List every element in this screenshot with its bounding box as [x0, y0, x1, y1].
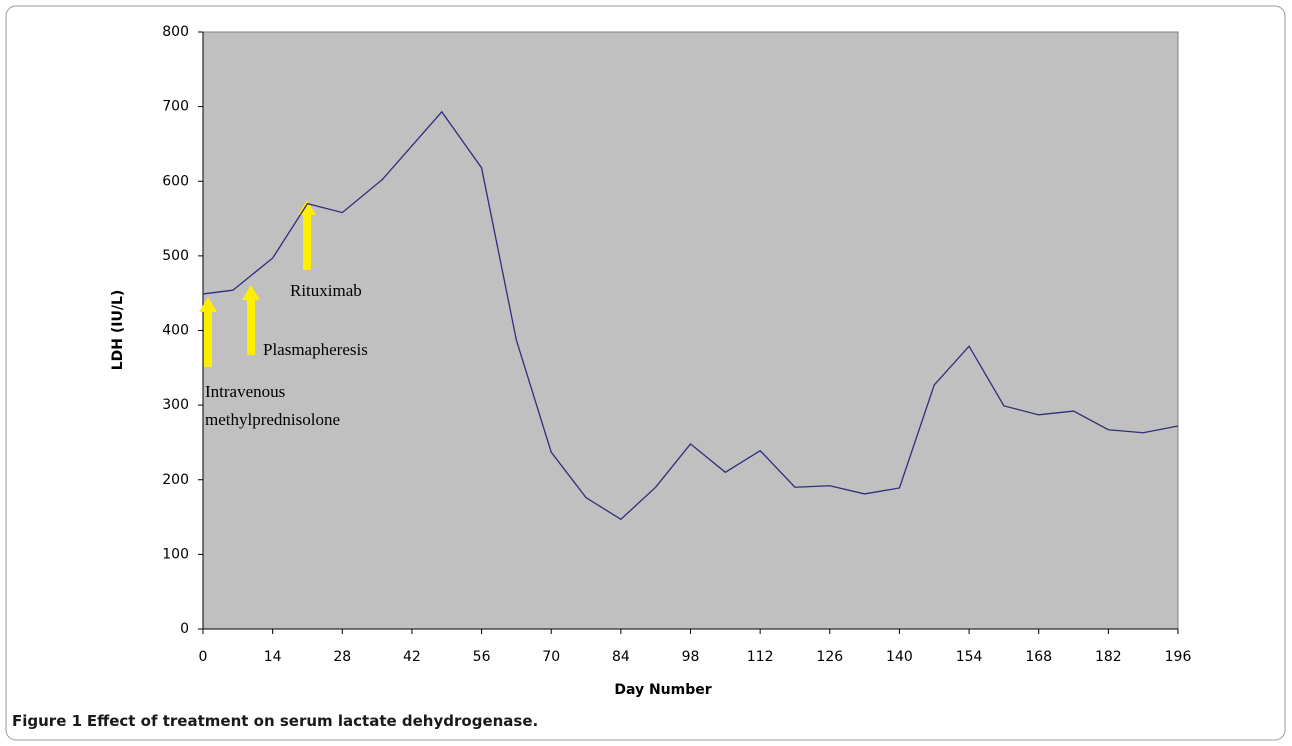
x-tick-label: 42 — [403, 649, 421, 665]
x-tick-label: 28 — [333, 649, 351, 665]
y-tick-label: 500 — [162, 248, 189, 264]
y-tick-label: 0 — [180, 621, 189, 637]
x-tick-label: 154 — [956, 649, 983, 665]
annotation: methylprednisolone — [205, 410, 340, 429]
x-tick-label: 126 — [816, 649, 843, 665]
plot-area — [202, 31, 1179, 630]
data-line — [202, 110, 1179, 521]
annotation: Rituximab — [290, 281, 362, 300]
x-tick-label: 98 — [682, 649, 700, 665]
x-tick-label: 14 — [264, 649, 282, 665]
y-axis-label: LDH (IU/L) — [110, 290, 126, 371]
caption-label: Figure 1 — [12, 712, 82, 730]
y-tick-label: 800 — [162, 24, 189, 40]
arrow — [242, 285, 260, 355]
x-tick-label: 196 — [1165, 649, 1192, 665]
y-tick-label: 200 — [162, 472, 189, 488]
caption-text: Effect of treatment on serum lactate deh… — [87, 712, 538, 730]
x-tick-label: 0 — [199, 649, 208, 665]
x-tick-label: 168 — [1025, 649, 1052, 665]
x-axis-label: Day Number — [614, 682, 711, 698]
arrow — [199, 297, 217, 367]
annotation: Intravenous — [205, 382, 285, 401]
arrows — [199, 200, 316, 367]
x-tick-label: 182 — [1095, 649, 1122, 665]
y-tick-label: 600 — [162, 173, 189, 189]
x-tick-label: 56 — [473, 649, 491, 665]
caption: Figure 1 Effect of treatment on serum la… — [12, 712, 538, 730]
y-tick-label: 400 — [162, 323, 189, 339]
annotation: Plasmapheresis — [263, 340, 368, 359]
x-tick-label: 84 — [612, 649, 630, 665]
x-tick-label: 140 — [886, 649, 913, 665]
y-tick-label: 300 — [162, 397, 189, 413]
y-tick-label: 700 — [162, 99, 189, 115]
y-tick-label: 100 — [162, 546, 189, 562]
x-tick-label: 112 — [747, 649, 774, 665]
axes — [198, 31, 1179, 634]
arrow — [298, 200, 316, 270]
x-tick-label: 70 — [542, 649, 560, 665]
